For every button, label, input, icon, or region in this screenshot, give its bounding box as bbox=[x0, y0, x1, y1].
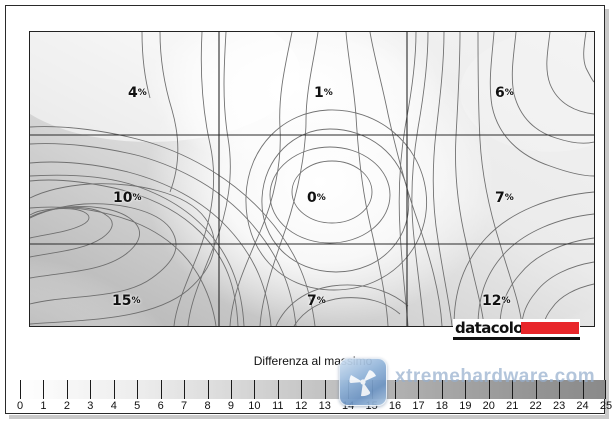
legend-tick-label-23: 23 bbox=[552, 400, 566, 412]
legend-tick-21 bbox=[512, 380, 514, 399]
legend-tick-label-24: 24 bbox=[576, 400, 589, 412]
legend-tick-2 bbox=[66, 380, 68, 399]
legend-tick-24 bbox=[582, 380, 584, 399]
legend-gradient bbox=[20, 380, 606, 399]
legend-tick-labels: 0 1 2 3 4 5 6 7 8 9 10 11 12 13 14 15 16 17 18 19 20 21 22 23 24… bbox=[16, 400, 612, 414]
legend-tick-label-18: 18 bbox=[435, 400, 449, 412]
legend-tick-22 bbox=[535, 380, 537, 399]
legend-tick-label-5: 5 bbox=[134, 400, 141, 412]
legend-tick-1 bbox=[43, 380, 45, 399]
legend-tick-label-19: 19 bbox=[459, 400, 472, 412]
legend-tick-8 bbox=[207, 380, 209, 399]
legend-gradient-bar bbox=[20, 380, 606, 399]
datacolor-logo: datacolor bbox=[453, 319, 580, 340]
legend-tick-label-14: 14 bbox=[342, 400, 355, 412]
legend-tick-12 bbox=[301, 380, 303, 399]
legend-tick-6 bbox=[160, 380, 162, 399]
legend-tick-label-0: 0 bbox=[16, 400, 24, 412]
legend-tick-0 bbox=[20, 380, 21, 399]
legend-tick-label-1: 1 bbox=[40, 400, 47, 412]
zone-grid bbox=[30, 32, 594, 326]
legend-tick-18 bbox=[441, 380, 443, 399]
legend-tick-label-17: 17 bbox=[412, 400, 425, 412]
legend-tick-label-20: 20 bbox=[482, 400, 495, 412]
legend-tick-11 bbox=[277, 380, 279, 399]
legend-tick-23 bbox=[559, 380, 561, 399]
legend-tick-19 bbox=[465, 380, 467, 399]
legend-tick-13 bbox=[324, 380, 326, 399]
datacolor-red-bar bbox=[521, 322, 579, 334]
legend-tick-label-12: 12 bbox=[295, 400, 308, 412]
legend-tick-label-6: 6 bbox=[157, 400, 164, 412]
legend-tick-label-15: 15 bbox=[365, 400, 378, 412]
legend-tick-3 bbox=[90, 380, 92, 399]
legend-title: Differenza al massimo bbox=[253, 354, 373, 368]
legend-tick-label-25: 25 bbox=[599, 400, 613, 412]
legend-tick-17 bbox=[418, 380, 420, 399]
legend-tick-label-16: 16 bbox=[388, 400, 402, 412]
legend-tick-label-10: 10 bbox=[248, 400, 261, 412]
legend-tick-7 bbox=[184, 380, 186, 399]
legend-tick-label-9: 9 bbox=[227, 400, 235, 412]
legend-tick-label-11: 11 bbox=[272, 400, 284, 412]
legend-tick-5 bbox=[137, 380, 139, 399]
legend-tick-label-8: 8 bbox=[204, 400, 211, 412]
window-shadow-right bbox=[605, 9, 609, 415]
window-shadow-bottom bbox=[9, 415, 609, 419]
datacolor-wordmark: datacolor bbox=[455, 318, 530, 337]
legend-tick-16 bbox=[395, 380, 397, 399]
legend-tick-9 bbox=[230, 380, 232, 399]
contour-line-group bbox=[30, 32, 594, 326]
legend-tick-label-3: 3 bbox=[87, 400, 94, 412]
legend-tick-label-2: 2 bbox=[63, 400, 70, 412]
legend-tick-14 bbox=[348, 380, 350, 399]
legend-tick-4 bbox=[113, 380, 115, 399]
legend-tick-label-7: 7 bbox=[181, 400, 188, 412]
window-frame: 4% 1% 6% 10% 0% 7% 15% 7% bbox=[5, 5, 612, 414]
legend-tick-20 bbox=[488, 380, 490, 399]
legend-tick-label-21: 21 bbox=[506, 400, 519, 412]
legend-tick-25 bbox=[605, 380, 606, 399]
contour-svg bbox=[30, 32, 594, 326]
legend-tick-label-13: 13 bbox=[318, 400, 331, 412]
legend-tick-label-4: 4 bbox=[110, 400, 117, 412]
uniformity-contour-plot: 4% 1% 6% 10% 0% 7% 15% 7% bbox=[29, 31, 595, 327]
legend-tick-15 bbox=[371, 380, 373, 399]
legend-tick-10 bbox=[254, 380, 256, 399]
legend-tick-label-22: 22 bbox=[529, 400, 542, 412]
